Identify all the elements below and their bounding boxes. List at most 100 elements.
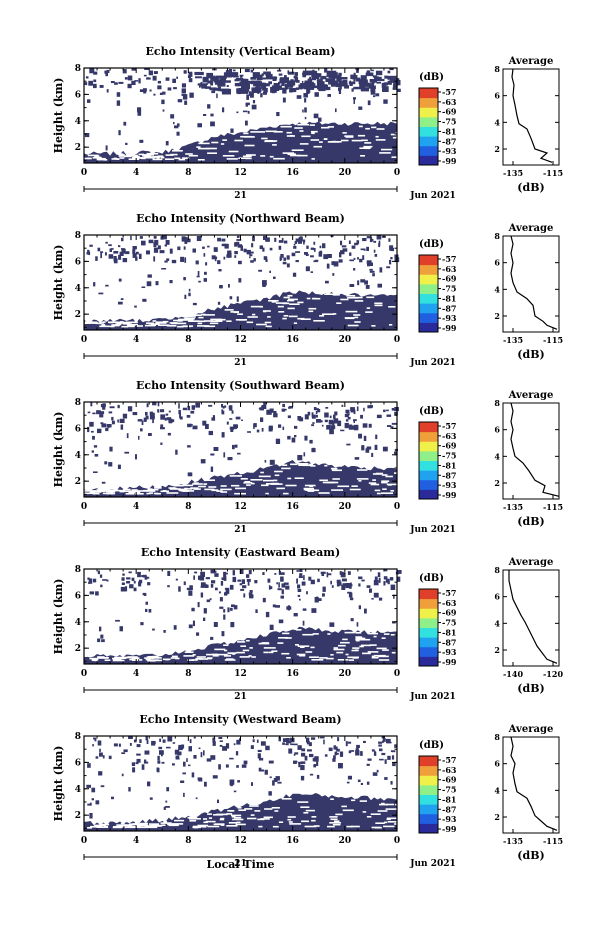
echo-gap (146, 152, 159, 155)
echo-speckle (361, 80, 365, 86)
echo-speckle (331, 261, 335, 266)
echo-gap (121, 325, 129, 328)
echo-gap (147, 489, 153, 491)
day-label: 21 (234, 859, 247, 869)
echo-speckle (259, 77, 266, 80)
echo-speckle (232, 444, 235, 450)
echo-gap (169, 325, 176, 327)
echo-speckle (360, 75, 367, 80)
echo-gap (296, 629, 302, 631)
echo-speckle (245, 103, 248, 107)
echo-speckle (258, 269, 262, 272)
echo-speckle (371, 749, 375, 752)
echo-speckle (188, 292, 191, 297)
echo-speckle (236, 239, 242, 241)
echo-speckle (105, 71, 108, 77)
echo-speckle (97, 570, 100, 575)
echo-gap (345, 310, 358, 313)
echo-speckle (387, 81, 392, 85)
echo-speckle (371, 69, 374, 72)
echo-gap (150, 488, 159, 491)
echo-speckle (376, 81, 381, 84)
colorbar-swatch (419, 460, 438, 471)
echo-speckle (224, 587, 230, 590)
echo-speckle (288, 71, 295, 75)
average-x-tick-label: -135 (503, 335, 523, 345)
echo-gap (330, 654, 334, 656)
echo-gap (270, 483, 283, 485)
echo-speckle (274, 237, 277, 242)
echo-speckle (353, 72, 356, 76)
echo-speckle (357, 747, 359, 752)
echo-speckle (376, 235, 382, 240)
echo-speckle (177, 751, 182, 756)
echo-speckle (293, 743, 298, 746)
echo-gap (298, 464, 308, 466)
echo-gap (311, 130, 318, 133)
echo-gap (355, 639, 361, 641)
echo-speckle (326, 425, 331, 430)
echo-speckle (188, 764, 191, 767)
echo-speckle (306, 87, 311, 93)
echo-speckle (105, 252, 107, 256)
echo-gap (147, 659, 159, 661)
echo-gap (337, 659, 349, 661)
echo-gap (211, 653, 218, 656)
echo-speckle (332, 758, 336, 762)
echo-speckle (296, 570, 299, 572)
echo-speckle (91, 798, 94, 801)
echo-speckle (144, 576, 148, 580)
colorbar-tick-label: -63 (442, 264, 457, 274)
echo-speckle (366, 763, 370, 766)
echo-gap (334, 820, 340, 822)
echo-speckle (276, 582, 278, 585)
echo-speckle (92, 578, 97, 583)
echo-gap (308, 307, 317, 310)
echo-gap (391, 156, 400, 158)
echo-speckle (269, 247, 273, 251)
y-tick-label: 8 (75, 398, 81, 408)
echo-gap (287, 818, 292, 821)
echo-speckle (237, 452, 241, 455)
colorbar-tick-label: -81 (442, 460, 456, 470)
echo-gap (87, 157, 91, 160)
colorbar-tick-label: -99 (442, 824, 457, 834)
echo-speckle (105, 145, 108, 151)
echo-gap (147, 488, 153, 490)
average-x-tick-label: -115 (543, 168, 563, 178)
echo-gap (365, 127, 370, 130)
echo-speckle (282, 426, 285, 430)
echo-gap (118, 155, 125, 157)
x-tick-label: 20 (339, 335, 352, 345)
colorbar-tick-label: -99 (442, 490, 457, 500)
echo-speckle (265, 259, 268, 262)
echo-speckle (375, 78, 385, 82)
echo-speckle (389, 259, 392, 265)
echo-speckle (220, 581, 224, 586)
echo-gap (269, 155, 274, 158)
echo-speckle (207, 245, 210, 248)
echo-gap (238, 809, 246, 811)
echo-gap (277, 305, 284, 308)
echo-speckle (336, 579, 341, 583)
x-tick-label: 0 (81, 168, 87, 178)
echo-gap (211, 489, 218, 492)
colorbar-tick-label: -75 (442, 785, 456, 795)
echo-speckle (262, 285, 266, 287)
echo-speckle (256, 74, 263, 81)
echo-speckle (203, 750, 205, 756)
echo-speckle (393, 594, 395, 599)
echo-gap (299, 143, 309, 145)
echo-speckle (363, 248, 366, 251)
echo-gap (283, 492, 289, 495)
y-tick-label: 6 (75, 591, 81, 601)
x-tick-label: 20 (339, 502, 352, 512)
echo-gap (324, 293, 335, 295)
echo-speckle (100, 251, 104, 253)
echo-speckle (326, 263, 330, 269)
echo-gap (163, 820, 168, 823)
echo-gap (286, 131, 292, 134)
echo-speckle (234, 444, 238, 448)
echo-speckle (118, 278, 122, 282)
echo-speckle (262, 280, 267, 286)
